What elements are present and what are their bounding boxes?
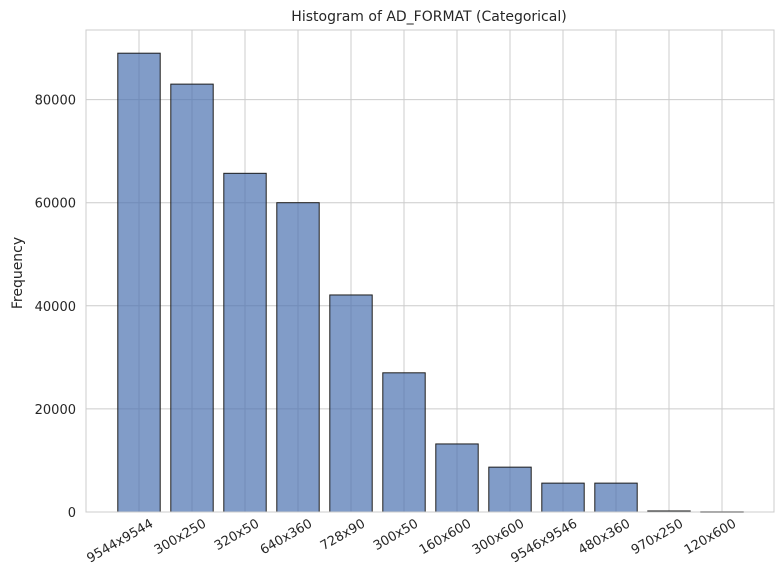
bar-9546x9546 [541,482,585,513]
bar-640x360 [276,202,320,513]
bar-300x250 [170,83,214,513]
bar-9544x9544 [117,52,161,513]
bar-300x50 [382,372,426,513]
y-tick-label: 20000 [35,403,76,418]
bar-728x90 [329,294,373,513]
y-tick-label: 40000 [35,300,76,315]
y-tick-label: 80000 [35,94,76,109]
y-axis-label: Frequency [10,237,26,309]
plot-frame [85,29,775,513]
bar-320x50 [223,172,267,513]
bars-layer [117,52,744,513]
bar-160x600 [435,443,479,513]
y-tick-label: 0 [68,506,76,521]
y-tick-label: 60000 [35,197,76,212]
bar-300x600 [488,466,532,513]
bar-480x360 [594,482,638,513]
chart-title: Histogram of AD_FORMAT (Categorical) [291,9,566,25]
y-tick-labels: 0 20000 40000 60000 80000 [35,94,76,521]
